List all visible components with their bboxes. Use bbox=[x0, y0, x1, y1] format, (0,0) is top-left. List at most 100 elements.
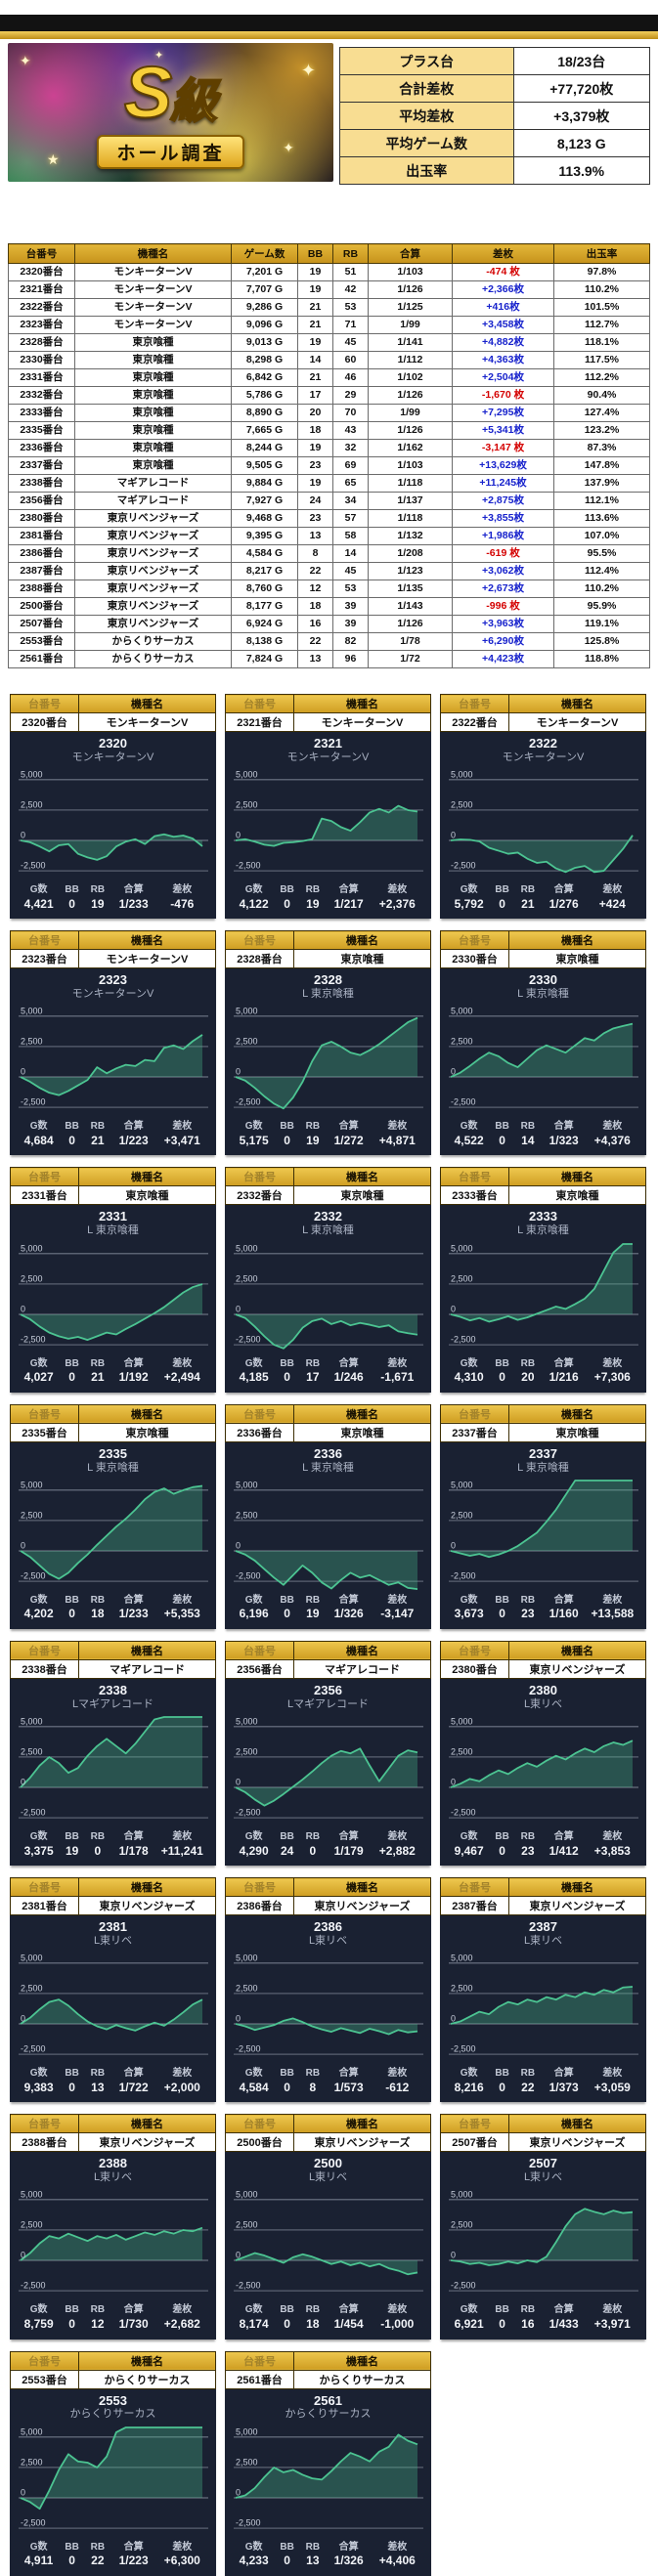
stat-label-games: G数 bbox=[460, 2068, 478, 2080]
table-cell: 2507番台 bbox=[8, 615, 75, 633]
svg-text:5,000: 5,000 bbox=[236, 1716, 258, 1726]
card-header-table: 台番号 機種名 2337番台 東京喰種 bbox=[440, 1403, 646, 1442]
stat-value-bb: 24 bbox=[280, 1843, 294, 1858]
card-col-label-machine-name: 機種名 bbox=[508, 694, 646, 713]
stat-label-rb: RB bbox=[305, 1121, 321, 1133]
card-col-label-machine-no: 台番号 bbox=[440, 1403, 509, 1424]
stat-value-diff: +6,300 bbox=[163, 2554, 200, 2568]
svg-text:-2,500: -2,500 bbox=[236, 1334, 261, 1344]
stat-value-rb: 23 bbox=[521, 1843, 535, 1858]
table-cell: 13 bbox=[297, 650, 333, 668]
stat-label-rb: RB bbox=[305, 1594, 321, 1606]
table-cell: マギアレコード bbox=[74, 474, 232, 493]
stat-label-diff: 差枚 bbox=[387, 2304, 408, 2316]
stat-value-combined: 1/730 bbox=[118, 2316, 149, 2331]
table-cell: 22 bbox=[297, 562, 333, 580]
stat-label-combined: 合算 bbox=[123, 1357, 144, 1369]
machine-name: マギアレコード bbox=[293, 1658, 431, 1679]
table-cell: 8,890 G bbox=[231, 404, 298, 422]
machine-name: 東京リベンジャーズ bbox=[78, 1896, 216, 1916]
svg-text:-2,500: -2,500 bbox=[21, 1570, 46, 1580]
svg-text:5,000: 5,000 bbox=[451, 1480, 473, 1489]
table-row: 2320番台 モンキーターンV 7,201 G 19 51 1/103 -474 枚 97.8… bbox=[8, 263, 650, 281]
stat-label-combined: 合算 bbox=[123, 2304, 144, 2316]
chart-panel: 2553 からくりサーカス 5,000 2,500 0 -2,500 G数 4,911 … bbox=[10, 2388, 216, 2576]
chart-title: 2335 bbox=[99, 1445, 127, 1461]
chart-subtitle: からくりサーカス bbox=[285, 2408, 372, 2421]
svg-text:0: 0 bbox=[236, 1304, 241, 1313]
card-header-table: 台番号 機種名 2507番台 東京リベンジャーズ bbox=[440, 2114, 646, 2153]
stat-label-diff: 差枚 bbox=[602, 884, 623, 896]
svg-text:0: 0 bbox=[236, 1067, 241, 1077]
machine-data-table: 台番号 機種名 ゲーム数 BB RB 合算 差枚 出玉率 2320番台 モンキーターンV 7,20… bbox=[8, 243, 650, 668]
table-cell: -474 枚 bbox=[452, 263, 554, 281]
stat-label-combined: 合算 bbox=[553, 2304, 574, 2316]
stat-label-combined: 合算 bbox=[338, 1831, 359, 1842]
table-cell: 7,927 G bbox=[231, 492, 298, 510]
chart-panel: 2333 L 東京喰種 5,000 2,500 0 -2,500 G数 4,310 BB… bbox=[440, 1205, 646, 1393]
table-cell: 90.4% bbox=[553, 386, 650, 405]
summary-row: 出玉率 113.9% bbox=[339, 156, 651, 185]
machine-number: 2388番台 bbox=[10, 2132, 79, 2153]
stat-value-combined: 1/233 bbox=[118, 896, 149, 911]
summary-value: +3,379枚 bbox=[512, 102, 651, 130]
machine-card: 台番号 機種名 2323番台 モンキーターンV 2323 モンキーターンV 5,… bbox=[10, 930, 216, 1156]
stat-value-combined: 1/276 bbox=[548, 896, 579, 911]
summary-table: プラス台 18/23台 合計差枚 +77,720枚 平均差枚 +3,379枚 平均ゲーム数 8… bbox=[339, 47, 651, 185]
table-cell: +2,875枚 bbox=[452, 492, 554, 510]
table-row: 2332番台 東京喰種 5,786 G 17 29 1/126 -1,670 枚 90.4% bbox=[8, 386, 650, 405]
stat-label-diff: 差枚 bbox=[172, 1831, 193, 1842]
chart-subtitle: モンキーターンV bbox=[502, 751, 585, 763]
summary-row: プラス台 18/23台 bbox=[339, 47, 651, 75]
stat-label-bb: BB bbox=[280, 1121, 294, 1133]
stat-label-rb: RB bbox=[90, 2541, 106, 2553]
chart-subtitle: L東リベ bbox=[93, 2171, 133, 2184]
stat-value-diff: +2,682 bbox=[163, 2316, 200, 2331]
svg-text:-2,500: -2,500 bbox=[451, 1570, 476, 1580]
chart-title: 2330 bbox=[529, 972, 557, 988]
card-col-label-machine-no: 台番号 bbox=[10, 1403, 79, 1424]
chart-subtitle: L東リベ bbox=[308, 2171, 348, 2184]
chart-title: 2507 bbox=[529, 2156, 557, 2171]
table-cell: モンキーターンV bbox=[74, 280, 232, 299]
stat-value-bb: 0 bbox=[499, 2316, 505, 2331]
summary-row: 合計差枚 +77,720枚 bbox=[339, 74, 651, 103]
card-header-table: 台番号 機種名 2561番台 からくりサーカス bbox=[225, 2350, 431, 2389]
chart-title: 2338 bbox=[99, 1682, 127, 1697]
card-col-label-machine-name: 機種名 bbox=[78, 1640, 216, 1660]
table-cell: 14 bbox=[297, 351, 333, 369]
machine-number: 2322番台 bbox=[440, 712, 509, 732]
card-stats: G数 4,233 BB 0 RB 13 合算 1/326 差枚 +4,406 bbox=[233, 2542, 423, 2569]
stat-value-rb: 19 bbox=[91, 896, 105, 911]
machine-card: 台番号 機種名 2320番台 モンキーターンV 2320 モンキーターンV 5,… bbox=[10, 694, 216, 920]
stat-value-rb: 19 bbox=[306, 1133, 320, 1147]
table-cell: 1/102 bbox=[368, 368, 453, 387]
machine-name: 東京喰種 bbox=[508, 1422, 646, 1442]
slump-graph: 5,000 2,500 0 -2,500 bbox=[233, 2426, 423, 2529]
table-cell: 9,013 G bbox=[231, 333, 298, 352]
svg-text:5,000: 5,000 bbox=[451, 1953, 473, 1963]
sparkle-icon: ✦ bbox=[154, 50, 164, 62]
machine-number: 2323番台 bbox=[10, 949, 79, 969]
machine-card: 台番号 機種名 2380番台 東京リベンジャーズ 2380 L東リベ 5,000… bbox=[440, 1640, 646, 1867]
svg-text:0: 0 bbox=[21, 1067, 25, 1077]
table-cell: 1/135 bbox=[368, 580, 453, 598]
summary-label: プラス台 bbox=[339, 47, 514, 75]
svg-text:2,500: 2,500 bbox=[21, 1510, 43, 1520]
chart-panel: 2387 L東リベ 5,000 2,500 0 -2,500 G数 8,216 BB 0 … bbox=[440, 1915, 646, 2103]
stat-value-games: 5,175 bbox=[239, 1133, 269, 1147]
svg-text:5,000: 5,000 bbox=[236, 2426, 258, 2436]
table-row: 2331番台 東京喰種 6,842 G 21 46 1/102 +2,504枚 112.2% bbox=[8, 368, 650, 387]
card-header-table: 台番号 機種名 2387番台 東京リベンジャーズ bbox=[440, 1877, 646, 1916]
stat-label-combined: 合算 bbox=[123, 1831, 144, 1842]
top-gold-bar bbox=[0, 31, 658, 39]
card-col-label-machine-name: 機種名 bbox=[293, 930, 431, 951]
svg-text:5,000: 5,000 bbox=[21, 2190, 43, 2200]
table-cell: +2,504枚 bbox=[452, 368, 554, 387]
chart-panel: 2507 L東リベ 5,000 2,500 0 -2,500 G数 6,921 BB 0 … bbox=[440, 2152, 646, 2340]
table-cell: モンキーターンV bbox=[74, 316, 232, 334]
card-stats: G数 4,522 BB 0 RB 14 合算 1/323 差枚 +4,376 bbox=[448, 1121, 638, 1148]
stat-label-games: G数 bbox=[244, 1121, 263, 1133]
summary-label: 平均差枚 bbox=[339, 102, 514, 130]
table-row: 2553番台 からくりサーカス 8,138 G 22 82 1/78 +6,290枚 125.… bbox=[8, 632, 650, 651]
